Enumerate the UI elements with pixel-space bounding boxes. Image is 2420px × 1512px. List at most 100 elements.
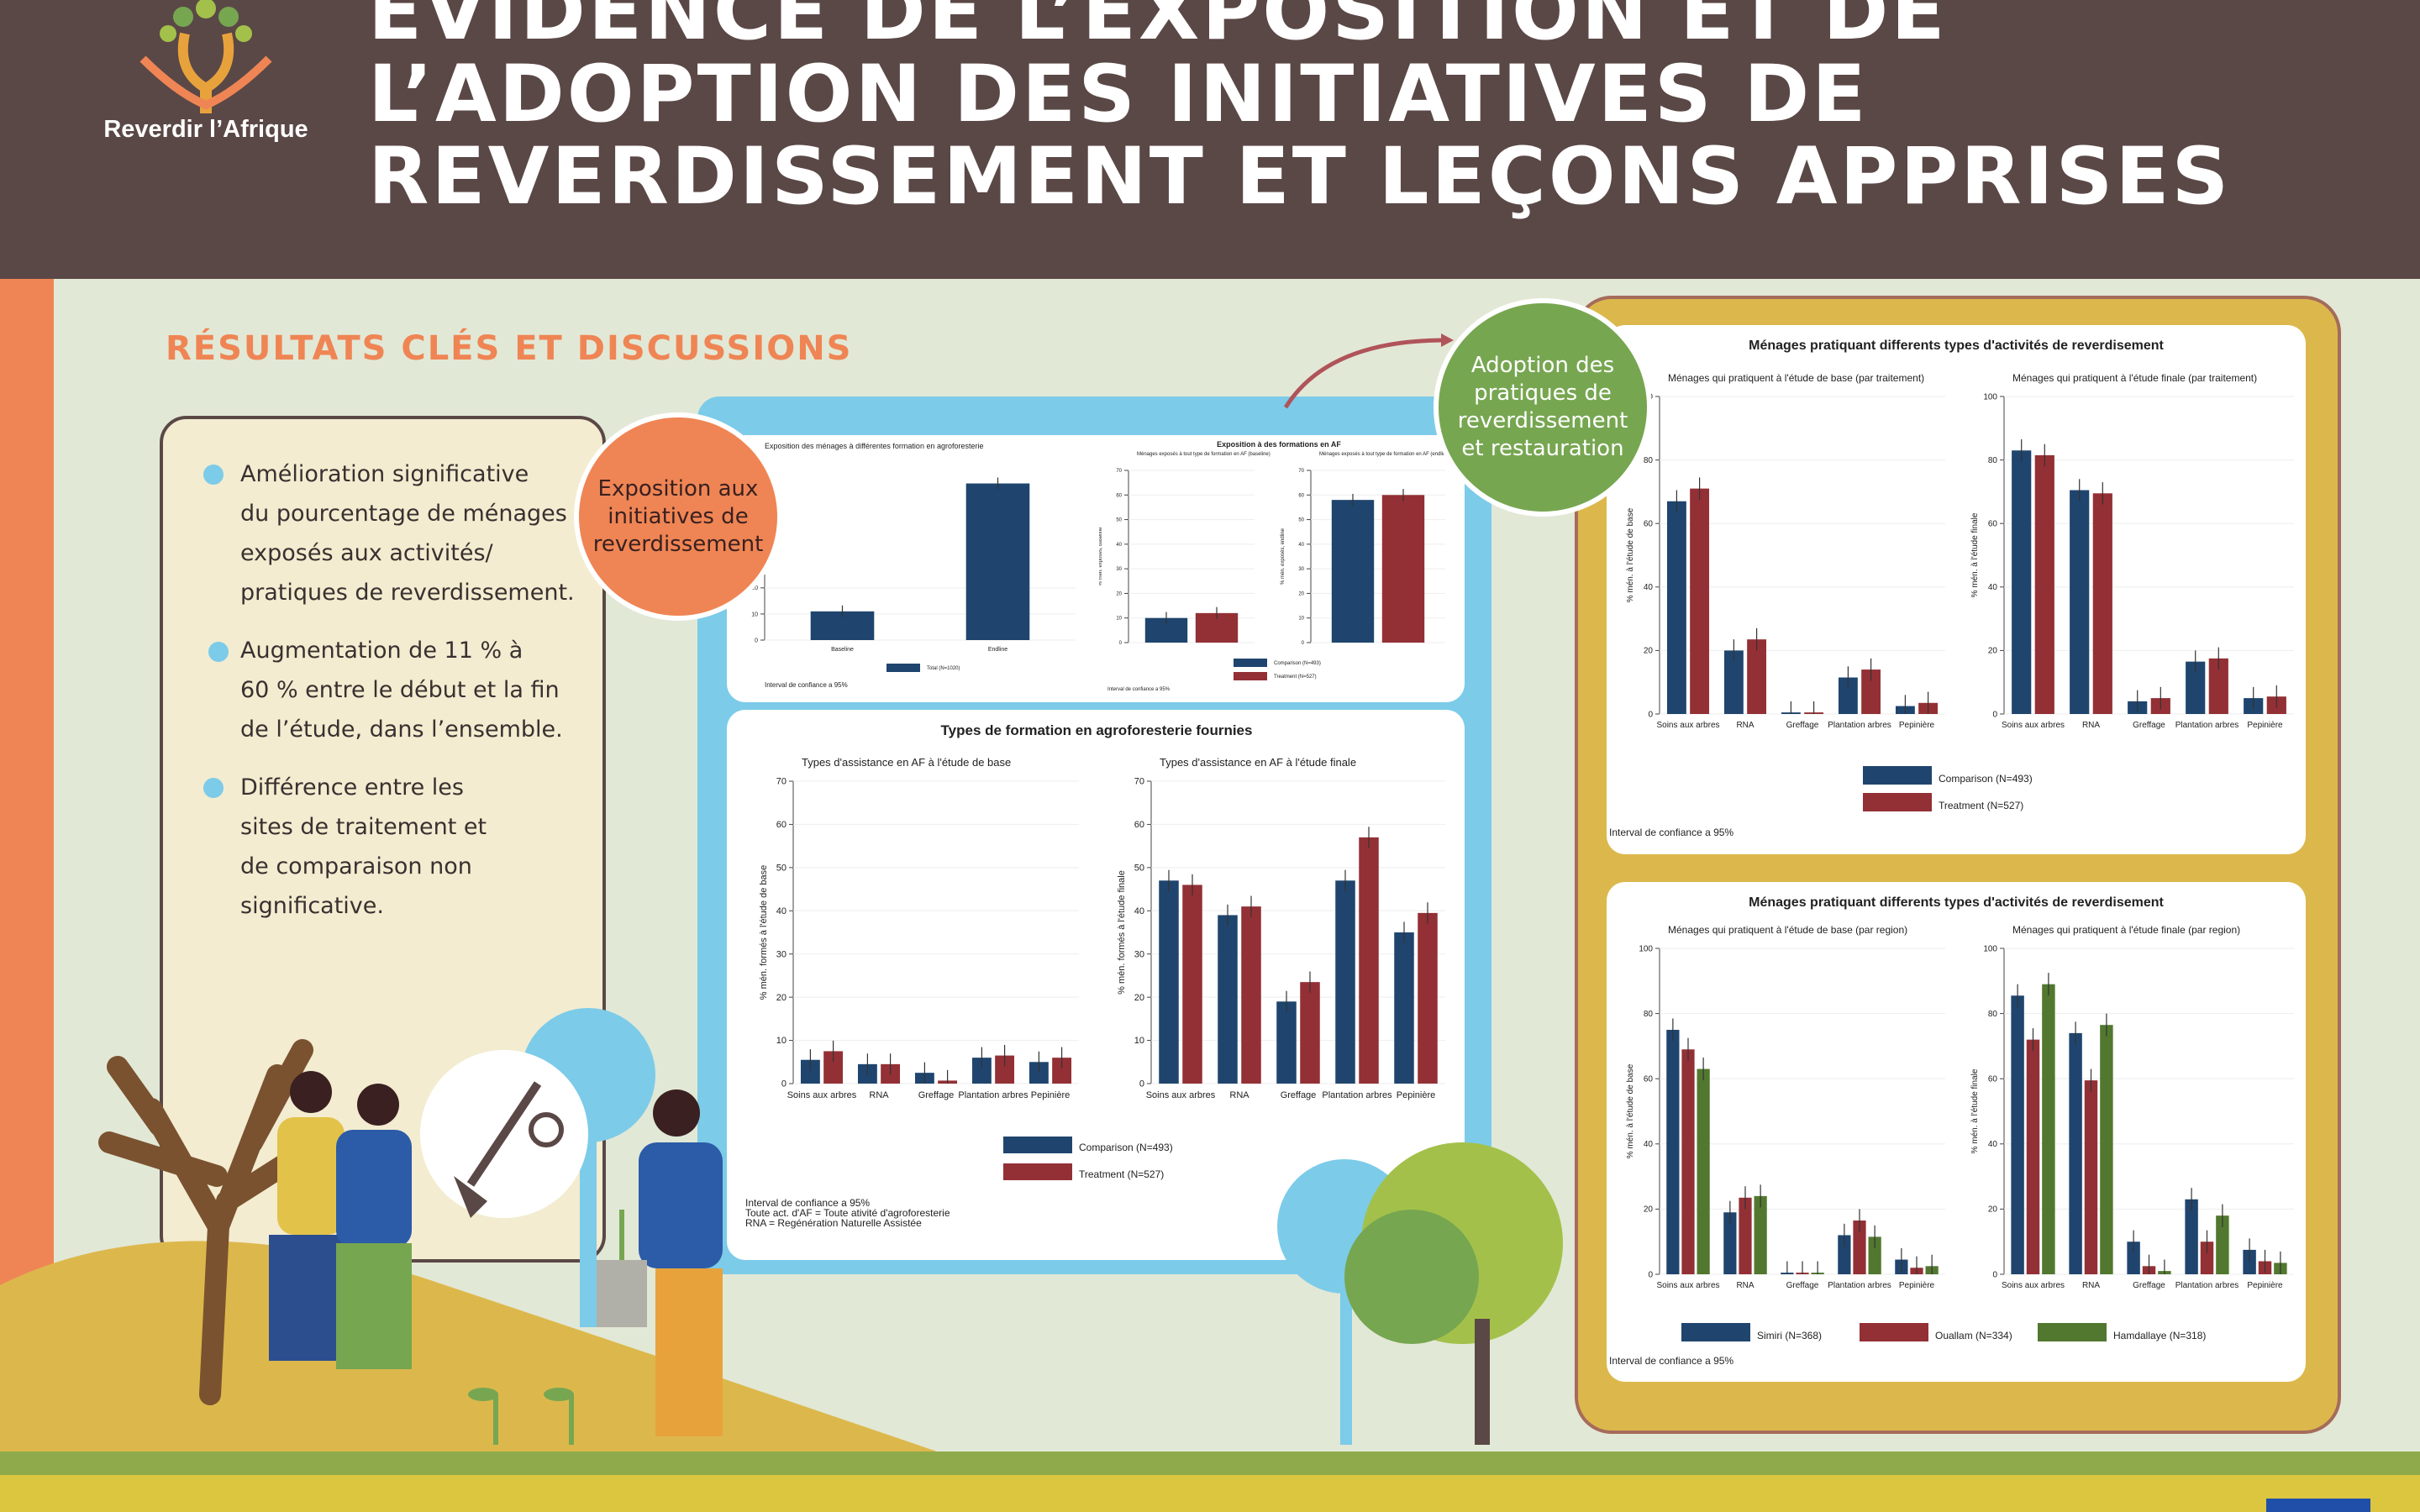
tick-label: 60 bbox=[776, 820, 786, 830]
tick-label: 10 bbox=[751, 612, 758, 617]
tick-label: 0 bbox=[1648, 710, 1653, 719]
bar bbox=[1052, 1058, 1072, 1084]
tick-label: 100 bbox=[1639, 944, 1653, 953]
bar bbox=[1697, 1068, 1710, 1274]
chart-title: Exposition à des formations en AF bbox=[1217, 440, 1341, 449]
category-label: Plantation arbres bbox=[958, 1090, 1028, 1100]
bar bbox=[823, 1051, 844, 1084]
legend-swatch bbox=[1863, 793, 1932, 811]
tick-label: 30 bbox=[1134, 949, 1144, 959]
circle-line: Adoption des bbox=[1470, 353, 1615, 378]
bullet-line: Amélioration significative bbox=[240, 461, 529, 487]
legend-swatch bbox=[1003, 1163, 1072, 1180]
bar bbox=[1028, 1062, 1049, 1084]
page-title: ÉVIDENCE DE L’EXPOSITION ET DE L’ADOPTIO… bbox=[368, 0, 2385, 218]
circle-line: Exposition aux bbox=[597, 475, 759, 501]
bullet-line: exposés aux activités/ bbox=[240, 540, 493, 566]
category-label: Soins aux arbres bbox=[2002, 1281, 2065, 1290]
chart-title: Ménages pratiquant differents types d'ac… bbox=[1749, 339, 2164, 353]
circle-line: reverdissement bbox=[592, 531, 764, 557]
tick-label: 50 bbox=[776, 864, 786, 874]
bar bbox=[1690, 488, 1710, 714]
tick-label: 0 bbox=[1119, 641, 1123, 646]
panel-subtitle: Ménages exposés à tout type de formation… bbox=[1319, 452, 1450, 457]
bar bbox=[2069, 1032, 2082, 1274]
category-label: Greffage bbox=[2133, 721, 2165, 730]
axis-label: % mén. formés à l'étude de base bbox=[759, 865, 769, 1000]
category-label: Greffage bbox=[1786, 721, 1819, 730]
bar bbox=[965, 483, 1030, 640]
footer-strip bbox=[0, 1475, 2420, 1512]
tick-label: 70 bbox=[776, 777, 786, 787]
bar bbox=[2216, 1215, 2229, 1274]
bullet-dot-icon bbox=[203, 778, 224, 798]
title-line: L’ADOPTION DES INITIATIVES DE bbox=[368, 49, 1869, 140]
tick-label: 30 bbox=[1298, 567, 1304, 572]
axis-label: % mén. à l'étude finale bbox=[1970, 1068, 1980, 1153]
left-accent-strip bbox=[0, 279, 54, 1336]
bar bbox=[1300, 982, 1320, 1084]
tick-label: 10 bbox=[776, 1036, 786, 1046]
bar bbox=[1838, 1235, 1851, 1274]
bar bbox=[2042, 984, 2055, 1274]
category-label: Pepinière bbox=[1899, 721, 1935, 730]
bar bbox=[1335, 880, 1355, 1084]
bar bbox=[2200, 1242, 2214, 1274]
bar bbox=[2100, 1025, 2113, 1274]
header: Reverdir l’Afrique ÉVIDENCE DE L’EXPOSIT… bbox=[0, 0, 2420, 279]
title-line: REVERDISSEMENT ET LEÇONS APPRISES bbox=[368, 131, 2232, 223]
bar bbox=[1666, 1030, 1680, 1274]
category-label: Plantation arbres bbox=[2175, 1281, 2239, 1290]
bar bbox=[2243, 1249, 2256, 1274]
category-label: Endline bbox=[988, 647, 1007, 653]
circle-line: et restauration bbox=[1461, 436, 1624, 461]
adoption-circle: Adoption des pratiques de reverdissement… bbox=[1434, 298, 1652, 517]
category-label: Baseline bbox=[831, 647, 854, 653]
bar bbox=[1723, 1212, 1737, 1274]
bar bbox=[1861, 669, 1881, 714]
tick-label: 30 bbox=[776, 949, 786, 959]
bullet-dot-icon bbox=[203, 465, 224, 485]
category-label: Soins aux arbres bbox=[1656, 1281, 1719, 1290]
category-label: Soins aux arbres bbox=[787, 1090, 857, 1100]
tick-label: 20 bbox=[776, 993, 786, 1003]
tick-label: 40 bbox=[1644, 1140, 1654, 1149]
panel-subtitle: Ménages qui pratiquent à l'étude finale … bbox=[2012, 924, 2240, 936]
shovel-idea-icon bbox=[420, 1050, 588, 1218]
tick-label: 60 bbox=[1298, 493, 1304, 498]
panel-subtitle: Ménages qui pratiquent à l'étude de base… bbox=[1668, 372, 1924, 384]
arrow-icon bbox=[1283, 333, 1454, 409]
bullet-line: significative. bbox=[240, 893, 384, 919]
bar bbox=[1754, 1195, 1767, 1274]
people-icon bbox=[269, 1071, 723, 1436]
category-label: Pepinière bbox=[2247, 1281, 2283, 1290]
category-label: Soins aux arbres bbox=[1146, 1090, 1216, 1100]
bar bbox=[2034, 454, 2054, 714]
panel-subtitle: Types d'assistance en AF à l'étude final… bbox=[1160, 756, 1356, 769]
ground-strip bbox=[0, 1452, 2420, 1475]
bullet-line: du pourcentage de ménages bbox=[240, 501, 567, 527]
legend-label: Treatment (N=527) bbox=[1079, 1168, 1164, 1180]
legend-label: Total (N=1020) bbox=[927, 666, 960, 671]
tick-label: 20 bbox=[751, 585, 758, 591]
chart-training-types: Types de formation en agroforesterie fou… bbox=[745, 722, 1445, 1229]
bar bbox=[1359, 837, 1379, 1084]
chart-title: Types de formation en agroforesterie fou… bbox=[941, 722, 1253, 738]
tick-label: 60 bbox=[1988, 1075, 1998, 1084]
tick-label: 20 bbox=[1116, 591, 1122, 596]
seedling-icon bbox=[468, 1388, 574, 1445]
bullet-line: de l’étude, dans l’ensemble. bbox=[240, 717, 563, 743]
bar bbox=[2070, 490, 2090, 714]
tick-label: 20 bbox=[1644, 647, 1654, 656]
category-label: RNA bbox=[869, 1090, 889, 1100]
tick-label: 30 bbox=[1116, 567, 1122, 572]
bar bbox=[1159, 880, 1179, 1084]
tick-label: 50 bbox=[1116, 518, 1122, 523]
bar bbox=[1681, 1049, 1695, 1274]
tick-label: 40 bbox=[1116, 543, 1122, 548]
legend-label: Treatment (N=527) bbox=[1274, 675, 1317, 680]
category-label: Plantation arbres bbox=[1322, 1090, 1392, 1100]
legend-swatch bbox=[1860, 1323, 1928, 1341]
tick-label: 70 bbox=[1134, 777, 1144, 787]
category-label: RNA bbox=[1736, 1281, 1754, 1290]
